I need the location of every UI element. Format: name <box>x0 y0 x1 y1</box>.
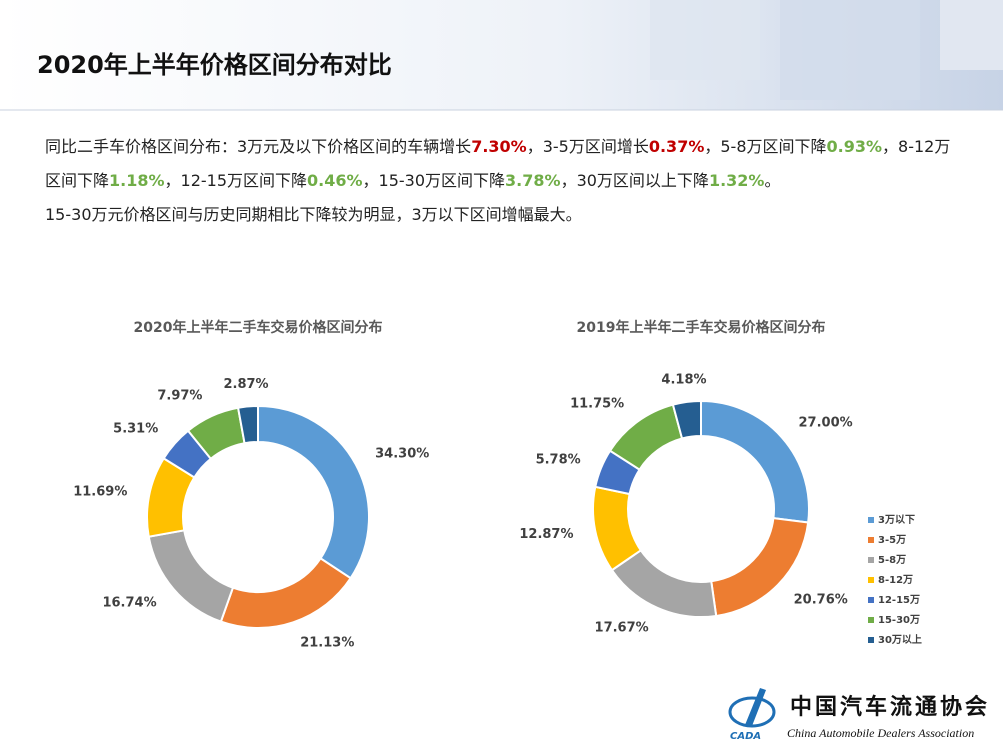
donut-slice <box>219 556 352 629</box>
data-label: 11.75% <box>570 397 624 412</box>
header-deco <box>650 0 760 80</box>
summary-paragraph: 同比二手车价格区间分布：3万元及以下价格区间的车辆增长7.30%，3-5万区间增… <box>45 130 965 198</box>
chart-title: 2020年上半年二手车交易价格区间分布 <box>134 319 383 336</box>
legend-swatch <box>868 577 874 583</box>
legend-swatch <box>868 537 874 543</box>
legend-swatch <box>868 637 874 643</box>
data-label: 16.74% <box>102 596 156 611</box>
text-run: ，5-8万区间下降 <box>704 137 827 156</box>
highlight: 1.18% <box>109 171 165 190</box>
highlight: 0.93% <box>826 137 883 156</box>
data-label: 21.13% <box>300 636 354 651</box>
legend-swatch <box>868 597 874 603</box>
text-run: ，15-30万区间下降 <box>362 171 506 190</box>
legend-label: 3万以下 <box>878 514 915 526</box>
donut-slice <box>700 399 810 524</box>
data-label: 5.31% <box>113 422 158 437</box>
text-run: ，3-5万区间增长 <box>526 137 649 156</box>
data-label: 17.67% <box>595 621 649 636</box>
text-run: ，8-12万区间下降 <box>45 137 951 190</box>
data-label: 12.87% <box>519 527 573 542</box>
data-label: 11.69% <box>73 485 127 500</box>
legend-swatch <box>868 557 874 563</box>
header-deco <box>940 0 1003 70</box>
donut-slice <box>236 404 259 445</box>
logo-abbr: CADA <box>730 731 761 742</box>
donut-slice <box>671 399 702 440</box>
legend-label: 12-15万 <box>878 594 920 606</box>
legend-swatch <box>868 517 874 523</box>
charts: 2020年上半年二手车交易价格区间分布 34.30% 21.13% 16.74% 11.… <box>73 319 922 651</box>
summary-paragraph: 15-30万元价格区间与历史同期相比下降较为明显，3万以下区间增幅最大。 <box>45 198 965 232</box>
donut-slice <box>257 404 370 580</box>
summary: 同比二手车价格区间分布：3万元及以下价格区间的车辆增长7.30%，3-5万区间增… <box>45 130 965 232</box>
org-name-en: China Automobile Dealers Association <box>787 726 974 740</box>
legend-label: 3-5万 <box>878 534 906 546</box>
donut-slice <box>147 529 235 623</box>
header-deco <box>780 0 920 100</box>
text-run: ，30万区间以上下降 <box>560 171 709 190</box>
highlight: 1.32% <box>708 171 765 190</box>
text-run: 。 <box>764 171 781 190</box>
logo-mark <box>745 688 766 726</box>
chart-title: 2019年上半年二手车交易价格区间分布 <box>577 319 826 336</box>
slide-title: 2020年上半年价格区间分布对比 <box>37 51 392 79</box>
data-label: 27.00% <box>799 416 853 431</box>
data-label: 20.76% <box>794 593 848 608</box>
text-run: ，12-15万区间下降 <box>164 171 308 190</box>
data-label: 2.87% <box>223 377 268 392</box>
data-label: 4.18% <box>661 373 706 388</box>
footer-logo: CADA 中国汽车流通协会 China Automobile Dealers Ass… <box>728 688 990 742</box>
legend-swatch <box>868 617 874 623</box>
highlight: 7.30% <box>471 137 527 156</box>
data-label: 7.97% <box>157 389 202 404</box>
text-run: 同比二手车价格区间分布：3万元及以下价格区间的车辆增长 <box>45 137 472 156</box>
data-label: 5.78% <box>536 452 581 467</box>
org-name-cn: 中国汽车流通协会 <box>790 694 990 720</box>
highlight: 0.46% <box>307 171 363 190</box>
legend-label: 15-30万 <box>878 614 920 626</box>
text-run: 15-30万元价格区间与历史同期相比下降较为明显，3万以下区间增幅最大。 <box>45 205 582 224</box>
legend-label: 30万以上 <box>878 633 922 646</box>
data-label: 34.30% <box>375 447 429 462</box>
legend-label: 5-8万 <box>878 554 906 566</box>
legend-label: 8-12万 <box>878 574 913 586</box>
highlight: 0.37% <box>648 137 705 156</box>
highlight: 3.78% <box>505 171 561 190</box>
